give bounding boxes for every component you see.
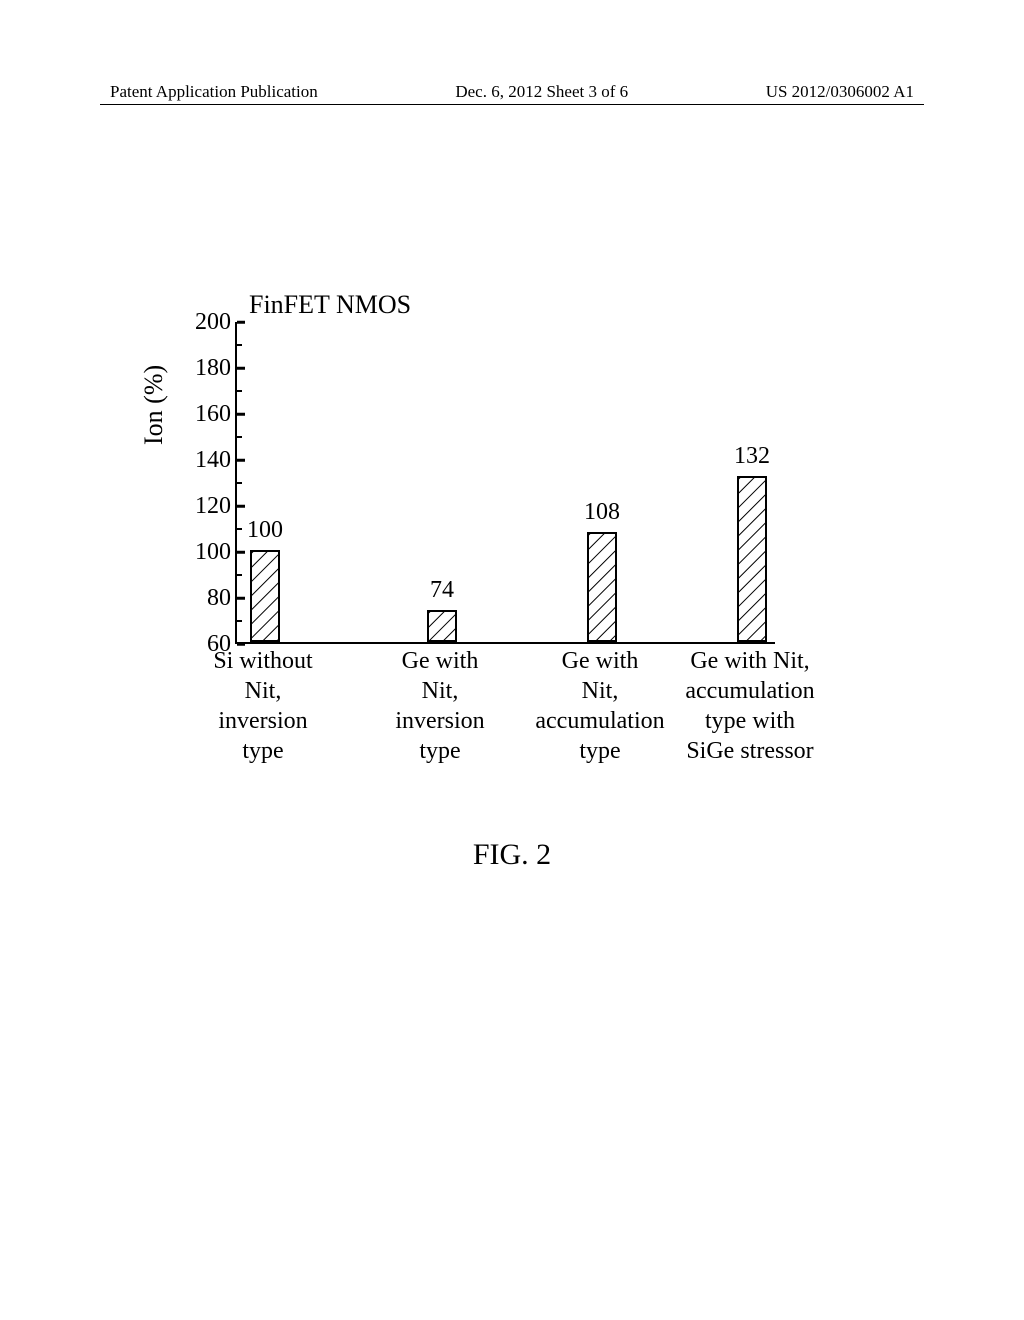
y-tick-minor <box>237 528 242 530</box>
y-tick-mark <box>237 505 245 508</box>
y-tick-minor <box>237 482 242 484</box>
header-right: US 2012/0306002 A1 <box>766 82 914 102</box>
y-tick-minor <box>237 436 242 438</box>
y-tick-label: 120 <box>189 494 231 518</box>
page-header: Patent Application Publication Dec. 6, 2… <box>0 82 1024 102</box>
bar-value-label: 100 <box>247 517 283 544</box>
plot-area: 608010012014016018020010074108132 <box>235 322 775 644</box>
y-tick-mark <box>237 413 245 416</box>
y-tick-minor <box>237 390 242 392</box>
y-tick-label: 100 <box>189 540 231 564</box>
chart-container: FinFET NMOS Ion (%) 60801001201401601802… <box>175 290 875 810</box>
header-left: Patent Application Publication <box>110 82 318 102</box>
y-tick-label: 180 <box>189 356 231 380</box>
y-axis-label: Ion (%) <box>139 365 169 445</box>
x-category-label: Ge with Nit, accumulation type with SiGe… <box>663 646 838 766</box>
y-tick-minor <box>237 574 242 576</box>
y-tick-label: 200 <box>189 310 231 334</box>
bar-value-label: 132 <box>734 443 770 470</box>
bar <box>250 550 280 642</box>
x-category-label: Ge with Nit, accumulation type <box>513 646 688 766</box>
x-category-label: Si without Nit, inversion type <box>183 646 343 766</box>
y-tick-mark <box>237 643 245 646</box>
header-rule <box>100 104 924 105</box>
x-category-label: Ge with Nit, inversion type <box>360 646 520 766</box>
header-center: Dec. 6, 2012 Sheet 3 of 6 <box>455 82 628 102</box>
bar <box>427 610 457 642</box>
y-tick-minor <box>237 344 242 346</box>
y-tick-minor <box>237 620 242 622</box>
bar-value-label: 108 <box>584 499 620 526</box>
y-tick-label: 160 <box>189 402 231 426</box>
bar <box>587 532 617 642</box>
y-tick-mark <box>237 321 245 324</box>
y-tick-label: 80 <box>189 586 231 610</box>
chart-title: FinFET NMOS <box>249 290 411 320</box>
y-tick-mark <box>237 551 245 554</box>
y-tick-mark <box>237 459 245 462</box>
y-tick-label: 140 <box>189 448 231 472</box>
figure-label: FIG. 2 <box>0 838 1024 872</box>
bar <box>737 476 767 642</box>
bar-value-label: 74 <box>430 577 454 604</box>
y-tick-mark <box>237 367 245 370</box>
y-tick-mark <box>237 597 245 600</box>
